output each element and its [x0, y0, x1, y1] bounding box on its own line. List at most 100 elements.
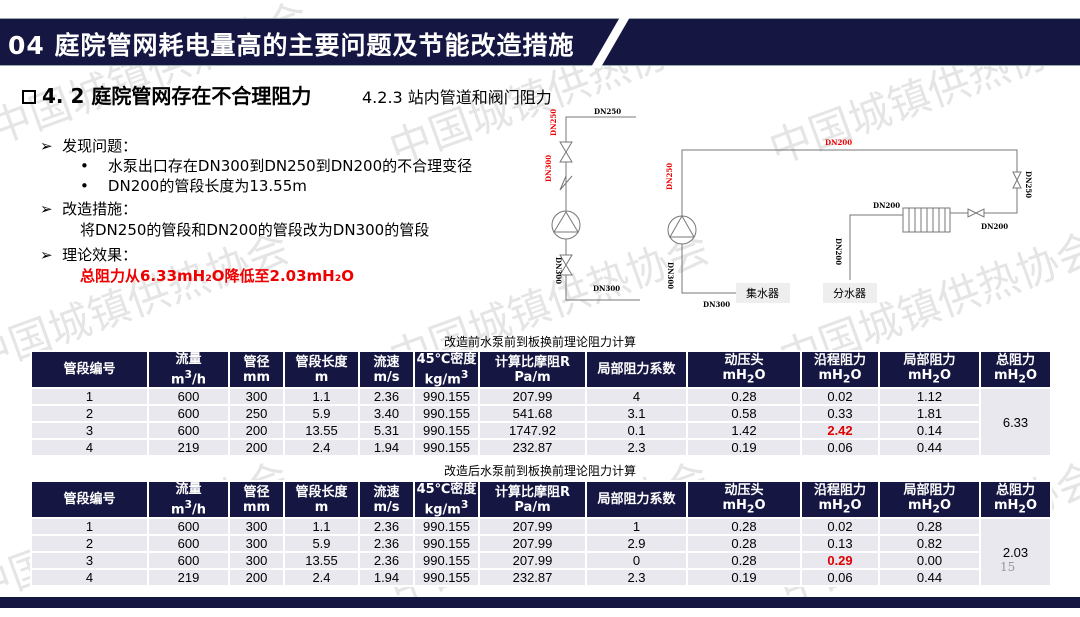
collector-box	[736, 283, 790, 303]
column-header: 动压头 mH2O	[686, 479, 802, 520]
table-row: 2 600 300 5.9 2.36 990.155 207.99 2.9 0.28 0.13 0.…	[30, 534, 1051, 554]
distributor-box	[823, 283, 877, 303]
column-header: 总阻力 mH2O	[979, 479, 1052, 520]
table-cell: 0.29	[800, 551, 880, 571]
page-number: 15	[1000, 560, 1016, 574]
pipe-label: DN300	[703, 300, 730, 309]
table-cell: 232.87	[478, 568, 587, 588]
table-cell: 2.3	[585, 438, 688, 458]
table-cell: 219	[147, 568, 230, 588]
table-cell: 2.9	[585, 534, 688, 554]
table-row: 3 600 300 13.55 2.36 990.155 207.99 0 0.28 0.29 0.…	[30, 551, 1051, 571]
table-cell: 0.28	[686, 517, 802, 537]
column-header: 管段编号	[30, 479, 149, 520]
table-cell: 1.42	[686, 421, 802, 441]
pipe-label: DN250	[1024, 171, 1033, 198]
table-cell: 2.4	[283, 568, 360, 588]
table-cell: 0.28	[878, 517, 981, 537]
column-header: 45℃密度 kg/m3	[413, 479, 480, 520]
table-cell: 1	[585, 517, 688, 537]
table-cell: 207.99	[478, 534, 587, 554]
table-cell: 600	[147, 551, 230, 571]
table-cell: 990.155	[413, 517, 480, 537]
table-cell: 990.155	[413, 387, 480, 407]
table-cell: 0.28	[686, 551, 802, 571]
table-cell: 219	[147, 438, 230, 458]
table-cell: 2.36	[358, 551, 415, 571]
table-cell: 2.36	[358, 517, 415, 537]
distributor-label: 分水器	[833, 287, 866, 300]
table-cell: 250	[228, 404, 285, 424]
table-cell: 1.81	[878, 404, 981, 424]
table-cell: 0	[585, 551, 688, 571]
footer-bar	[0, 597, 1080, 608]
pipe-label: DN300	[554, 257, 563, 284]
pipe-label: DN200	[873, 201, 900, 210]
table-cell: 200	[228, 421, 285, 441]
column-header: 沿程阻力 mH2O	[800, 479, 880, 520]
table-cell: 990.155	[413, 421, 480, 441]
table-cell: 3	[30, 551, 149, 571]
pipe-label: DN250	[549, 109, 558, 136]
table-before: 管段编号 流量 m3/h 管径 mm 管段长度 m 流速 m/s 45℃密度 kg/m3 计算比摩阻R…	[30, 349, 1052, 458]
table-cell: 0.00	[878, 551, 981, 571]
table-cell: 300	[228, 534, 285, 554]
table-cell: 2.36	[358, 387, 415, 407]
table-cell: 207.99	[478, 551, 587, 571]
section-subtitle: 4.2.3 站内管道和阀门阻力	[362, 88, 552, 107]
pipe-label: DN200	[825, 138, 852, 147]
column-header: 计算比摩阻R Pa/m	[478, 479, 587, 520]
section-title: 4. 2 庭院管网存在不合理阻力	[22, 80, 311, 109]
table-cell: 0.28	[686, 534, 802, 554]
table-cell: 0.19	[686, 438, 802, 458]
column-header: 局部阻力 mH2O	[878, 479, 981, 520]
table-cell: 0.82	[878, 534, 981, 554]
table-cell: 1	[30, 517, 149, 537]
table-cell: 1	[30, 387, 149, 407]
table-cell: 3.40	[358, 404, 415, 424]
table-cell: 990.155	[413, 438, 480, 458]
table-row: 3 600 200 13.55 5.31 990.155 1747.92 0.1 1.42 2.4…	[30, 421, 1051, 441]
table-cell: 600	[147, 517, 230, 537]
column-header: 局部阻力 mH2O	[878, 349, 981, 390]
section-title-text: 4. 2 庭院管网存在不合理阻力	[42, 84, 312, 108]
total-resistance-cell: 2.03	[979, 517, 1052, 588]
pipe-label: DN250	[665, 163, 674, 190]
table-cell: 1.94	[358, 568, 415, 588]
table-cell: 200	[228, 438, 285, 458]
effect-heading: ➢ 理论效果：	[40, 246, 138, 264]
table-cell: 232.87	[478, 438, 587, 458]
column-header: 管段长度 m	[283, 479, 360, 520]
table-cell: 0.44	[878, 568, 981, 588]
pipe-label: DN200	[981, 222, 1008, 231]
table-after-caption: 改造后水泵前到板换前理论阻力计算	[443, 464, 636, 478]
table-cell: 990.155	[413, 534, 480, 554]
table-cell: 990.155	[413, 404, 480, 424]
table-cell: 13.55	[283, 551, 360, 571]
table-cell: 0.58	[686, 404, 802, 424]
table-cell: 1747.92	[478, 421, 587, 441]
table-before-caption: 改造前水泵前到板换前理论阻力计算	[443, 335, 636, 349]
table-cell: 0.1	[585, 421, 688, 441]
table-row: 1 600 300 1.1 2.36 990.155 207.99 1 0.28 0.02 0.28…	[30, 517, 1052, 588]
problem-item: • 水泵出口存在DN300到DN250到DN200的不合理变径	[80, 157, 473, 175]
pipe-label: DN300	[544, 155, 553, 182]
table-cell: 3.1	[585, 404, 688, 424]
column-header: 管段编号	[30, 349, 149, 390]
table-cell: 1.1	[283, 517, 360, 537]
table-cell: 600	[147, 404, 230, 424]
table-cell: 4	[30, 568, 149, 588]
pipe-label: DN250	[594, 107, 621, 116]
pipe-diagram: DN250 DN250 DN300 DN300 DN300 DN200 DN25…	[544, 107, 1033, 309]
table-cell: 5.9	[283, 404, 360, 424]
table-cell: 2.42	[800, 421, 880, 441]
table-cell: 4	[30, 438, 149, 458]
table-cell: 207.99	[478, 517, 587, 537]
column-header: 管段长度 m	[283, 349, 360, 390]
column-header: 45℃密度 kg/m3	[413, 349, 480, 390]
column-header: 管径 mm	[228, 479, 285, 520]
table-cell: 1.1	[283, 387, 360, 407]
table-cell: 2.3	[585, 568, 688, 588]
table-after: 管段编号 流量 m3/h 管径 mm 管段长度 m 流速 m/s 45℃密度 kg/m3 计算比摩阻R…	[30, 479, 1052, 588]
table-cell: 0.02	[800, 517, 880, 537]
